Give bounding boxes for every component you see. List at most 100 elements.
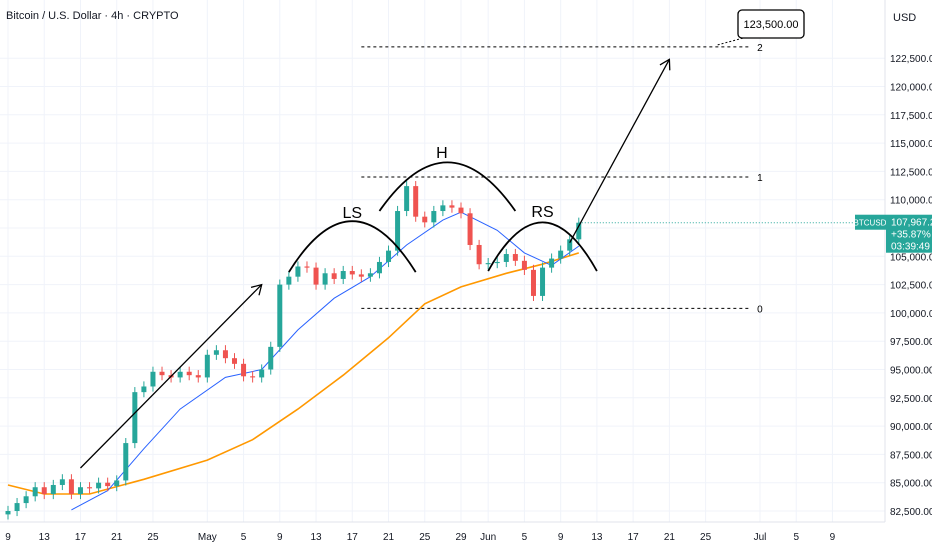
candle-body bbox=[277, 284, 283, 347]
candle-body bbox=[123, 443, 129, 481]
candle-body bbox=[521, 260, 527, 270]
candle-body bbox=[204, 354, 210, 378]
time-tick-label: 9 bbox=[277, 532, 283, 543]
candle-body bbox=[512, 254, 518, 261]
trend-arrow-2 bbox=[569, 59, 670, 244]
price-tick-label: 90,000.00 bbox=[890, 422, 932, 433]
time-tick-label: 25 bbox=[147, 532, 159, 543]
candle-body bbox=[440, 205, 446, 212]
price-tick-label: 105,000.00 bbox=[890, 252, 932, 263]
trend-arrow-1-head bbox=[250, 283, 263, 296]
candle-body bbox=[313, 267, 319, 285]
candle-body bbox=[77, 487, 83, 495]
candle-body bbox=[87, 487, 93, 489]
time-tick-label: 25 bbox=[700, 532, 712, 543]
time-tick-label: 21 bbox=[664, 532, 676, 543]
time-tick-label: 9 bbox=[830, 532, 836, 543]
candle-body bbox=[96, 482, 102, 489]
time-tick-label: 9 bbox=[5, 532, 11, 543]
candle-body bbox=[114, 480, 120, 487]
gridlines bbox=[0, 0, 885, 522]
candle-body bbox=[530, 269, 536, 296]
candle-body bbox=[340, 271, 346, 279]
moving-averages bbox=[7, 211, 580, 511]
target-label: 123,500.00 bbox=[743, 19, 798, 31]
time-tick-label: Jul bbox=[754, 532, 767, 543]
trend-arrow-2-head bbox=[659, 58, 671, 71]
price-tick-label: 85,000.00 bbox=[890, 479, 932, 490]
candle-body bbox=[376, 261, 382, 274]
candle-body bbox=[422, 216, 428, 223]
candle-body bbox=[250, 376, 256, 378]
ticker-label: BTCUSD bbox=[854, 219, 887, 228]
fib-level-label: 2 bbox=[757, 43, 763, 54]
candle-body bbox=[331, 273, 337, 279]
candle-body bbox=[286, 276, 292, 285]
price-badge bbox=[886, 214, 932, 253]
time-tick-label: 21 bbox=[111, 532, 123, 543]
candle-body bbox=[232, 358, 237, 364]
candle-body bbox=[458, 207, 464, 214]
candle-body bbox=[295, 266, 301, 277]
candle-body bbox=[177, 371, 183, 378]
time-tick-label: 13 bbox=[310, 532, 322, 543]
candle-body bbox=[449, 205, 455, 208]
candle-body bbox=[14, 503, 20, 511]
candle-body bbox=[50, 484, 56, 495]
candle-body bbox=[358, 274, 364, 277]
candle-body bbox=[213, 350, 219, 355]
current-price-tag: BTCUSD 107,967.26+35.87%03:39:49 bbox=[578, 214, 932, 253]
candle-body bbox=[105, 482, 111, 487]
price-tick-label: 100,000.00 bbox=[890, 309, 932, 320]
price-tick-label: 115,000.00 bbox=[890, 139, 932, 150]
candle-body bbox=[413, 186, 419, 217]
time-tick-label: May bbox=[198, 532, 217, 543]
candle-body bbox=[141, 386, 147, 393]
price-tick-label: 117,500.00 bbox=[890, 111, 932, 122]
candle-body bbox=[503, 254, 509, 262]
time-tick-label: 13 bbox=[591, 532, 603, 543]
time-tick-label: 29 bbox=[455, 532, 467, 543]
time-tick-label: 13 bbox=[39, 532, 51, 543]
fib-level-label: 1 bbox=[757, 173, 763, 184]
price-tick-label: 92,500.00 bbox=[890, 394, 932, 405]
time-tick-label: Jun bbox=[480, 532, 496, 543]
ticker-badge bbox=[855, 214, 886, 230]
candle-body bbox=[476, 244, 482, 265]
candle-body bbox=[567, 239, 573, 251]
candle-body bbox=[268, 346, 274, 370]
candle-body bbox=[395, 211, 401, 251]
head-label: H bbox=[436, 145, 448, 162]
pattern-drawings[interactable]: 0 1 2 LS H RS 123,500.00 bbox=[80, 9, 805, 469]
candle-body bbox=[558, 250, 564, 259]
time-tick-label: 5 bbox=[522, 532, 528, 543]
candle-body bbox=[41, 487, 47, 495]
time-tick-label: 5 bbox=[793, 532, 799, 543]
candle-body bbox=[159, 371, 165, 376]
price-tick-label: 102,500.00 bbox=[890, 281, 932, 292]
symbol-title[interactable]: Bitcoin / U.S. Dollar · 4h · CRYPTO bbox=[6, 10, 179, 22]
candle-body bbox=[304, 266, 310, 268]
price-tick-label: 97,500.00 bbox=[890, 337, 932, 348]
time-tick-label: 17 bbox=[75, 532, 87, 543]
candle-body bbox=[59, 479, 65, 485]
candle-body bbox=[5, 511, 11, 515]
candle-body bbox=[431, 211, 437, 223]
price-candles bbox=[5, 181, 582, 520]
candle-body bbox=[494, 261, 500, 264]
price-tick-label: 95,000.00 bbox=[890, 366, 932, 377]
candle-body bbox=[322, 273, 328, 285]
time-tick-label: 17 bbox=[628, 532, 640, 543]
time-tick-label: 25 bbox=[419, 532, 431, 543]
candle-body bbox=[540, 267, 546, 296]
candle-body bbox=[241, 363, 247, 377]
price-tick-label: 120,000.00 bbox=[890, 83, 932, 94]
fib-level-label: 0 bbox=[757, 304, 763, 315]
price-value: 107,967.26 bbox=[891, 218, 932, 229]
candle-body bbox=[222, 350, 228, 359]
time-tick-label: 21 bbox=[383, 532, 395, 543]
slow-moving-average-line bbox=[7, 252, 580, 495]
right-shoulder-arc bbox=[487, 221, 598, 272]
